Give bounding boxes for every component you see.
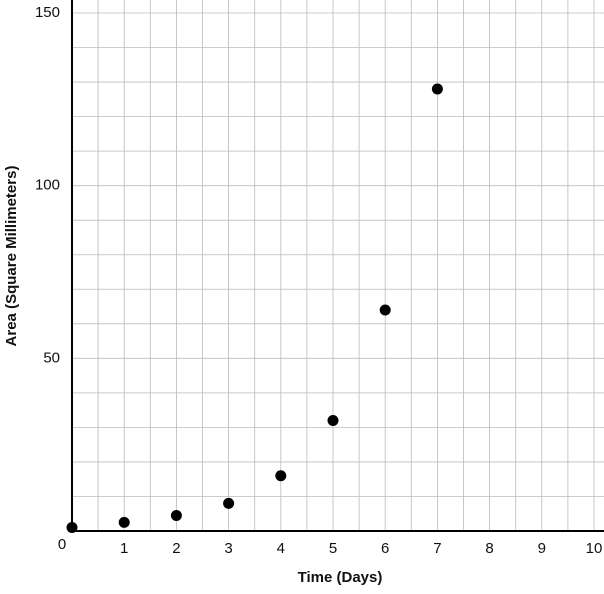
x-tick-label: 7 — [433, 540, 441, 557]
point — [275, 470, 287, 482]
x-tick-label: 3 — [224, 540, 232, 557]
x-tick-label: 9 — [538, 540, 546, 557]
y-tick-label: 150 — [35, 4, 60, 21]
x-tick-label: 5 — [329, 540, 337, 557]
point — [66, 522, 78, 534]
point — [223, 497, 235, 509]
x-axis-label: Time (Days) — [298, 569, 383, 586]
y-axis-label: Area (Square Millimeters) — [3, 166, 20, 347]
x-tick-label: 4 — [277, 540, 285, 557]
origin-label: 0 — [58, 536, 66, 553]
x-tick-label: 8 — [485, 540, 493, 557]
point — [379, 304, 391, 316]
x-tick-label: 10 — [586, 540, 603, 557]
point — [170, 509, 182, 521]
point — [118, 516, 130, 528]
y-tick-label: 50 — [43, 349, 60, 366]
y-tick-label: 100 — [35, 177, 60, 194]
x-tick-label: 1 — [120, 540, 128, 557]
x-tick-label: 2 — [172, 540, 180, 557]
point — [431, 83, 443, 95]
point — [327, 414, 339, 426]
x-tick-label: 6 — [381, 540, 389, 557]
